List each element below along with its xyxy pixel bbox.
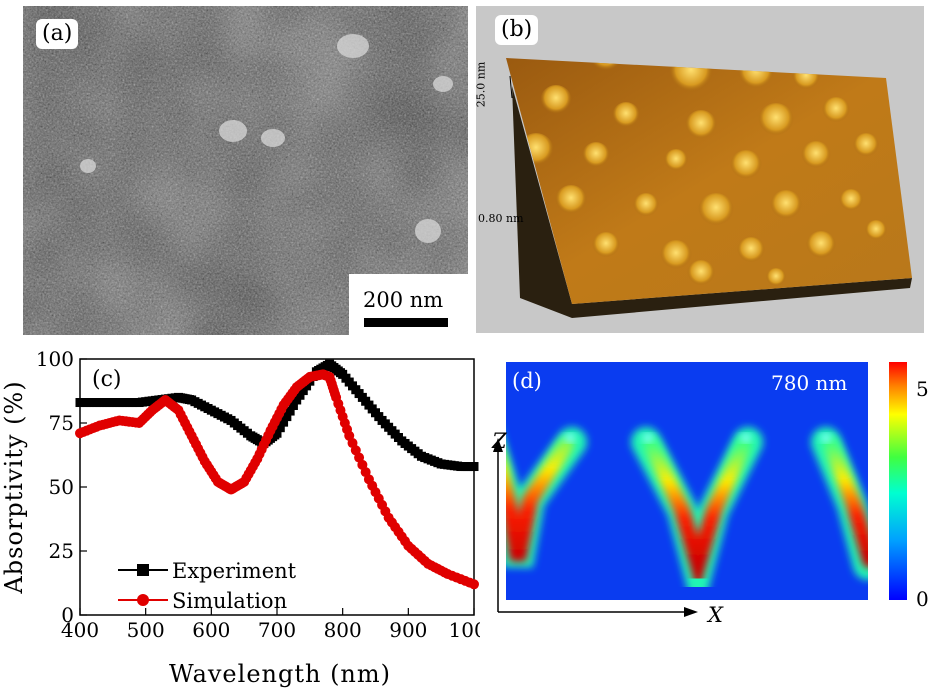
sem-texture (23, 6, 468, 335)
absorptivity-chart: 400 500 600 700 800 900 1000 0 25 50 75 100 (c) Wav… (0, 347, 480, 688)
afm-z-top-label: 25.0 nm (476, 61, 488, 108)
afm-z-bottom-label: 0.80 nm (478, 212, 524, 225)
legend-marker-simulation (137, 594, 149, 606)
point-experiment (302, 381, 312, 391)
axis-ticks: 400 500 600 700 800 900 1000 0 25 50 75 100 (36, 347, 480, 642)
point-experiment (295, 390, 305, 400)
z-axis-label: Z (491, 429, 507, 453)
x-tick-label-700: 700 (258, 618, 296, 642)
series-experiment (75, 359, 479, 472)
y-tick-label-75: 75 (49, 411, 74, 435)
y-axis-label: Absorptivity (%) (0, 380, 28, 594)
point-experiment (298, 386, 308, 396)
scale-bar-line (364, 318, 448, 327)
legend-label-experiment: Experiment (172, 559, 297, 583)
y-tick-label-0: 0 (61, 603, 74, 627)
x-tick-label-1000: 1000 (449, 618, 480, 642)
point-experiment (282, 412, 292, 422)
series-layer (75, 359, 479, 590)
colorbar (889, 362, 907, 600)
x-tick-label-500: 500 (127, 618, 165, 642)
point-experiment (279, 417, 289, 427)
point-experiment (469, 462, 479, 472)
x-tick-label-600: 600 (192, 618, 230, 642)
colorbar-min-label: 0 (916, 587, 929, 611)
panel-c-label: (c) (92, 367, 122, 392)
panel-a-sem-image: (a) 200 nm (23, 6, 468, 335)
panel-d-field-map: (d) 780 nm 5 0 Z X (486, 350, 930, 688)
scale-bar-box: 200 nm (349, 274, 468, 335)
point-experiment (288, 401, 298, 411)
panel-b-afm-image: (b) 25.0 nm 0.80 nm (476, 6, 924, 333)
field-map-svg: (d) 780 nm 5 0 Z X (491, 362, 929, 627)
legend-marker-experiment (137, 564, 149, 576)
x-axis-label: Wavelength (nm) (169, 660, 391, 688)
colorbar-max-label: 5 (916, 377, 929, 401)
scale-bar-text: 200 nm (363, 288, 444, 312)
series-simulation (75, 369, 479, 590)
x-tick-label-900: 900 (389, 618, 427, 642)
point-experiment (275, 423, 285, 433)
point-experiment (272, 428, 282, 438)
legend: Experiment Simulation (118, 559, 297, 613)
y-tick-label-100: 100 (36, 347, 74, 371)
x-tick-label-400: 400 (61, 618, 99, 642)
y-tick-label-50: 50 (49, 475, 74, 499)
z-arrowhead (493, 438, 503, 452)
panel-d-label: (d) (512, 369, 542, 393)
panel-b-label: (b) (495, 15, 539, 45)
x-arrowhead (684, 607, 698, 617)
x-tick-label-800: 800 (324, 618, 362, 642)
legend-label-simulation: Simulation (172, 589, 287, 613)
afm-surface (506, 58, 912, 318)
wavelength-annotation: 780 nm (771, 371, 847, 395)
point-experiment (285, 406, 295, 416)
panel-a-label: (a) (36, 19, 79, 49)
y-tick-label-25: 25 (49, 539, 74, 563)
x-axis-label-d: X (706, 603, 724, 627)
point-experiment (292, 395, 302, 405)
point-simulation (469, 579, 479, 590)
